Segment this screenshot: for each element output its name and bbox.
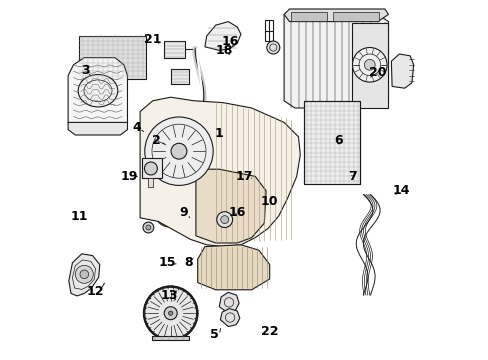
Bar <box>142 158 162 178</box>
Polygon shape <box>284 9 387 22</box>
Polygon shape <box>390 54 413 88</box>
Text: 10: 10 <box>261 195 278 208</box>
Circle shape <box>266 41 279 54</box>
Polygon shape <box>219 292 239 312</box>
Circle shape <box>144 117 213 185</box>
Bar <box>170 69 188 84</box>
Circle shape <box>168 311 172 315</box>
Text: 2: 2 <box>152 134 161 147</box>
Bar <box>332 12 379 21</box>
Text: 18: 18 <box>216 44 233 57</box>
Text: 21: 21 <box>143 33 161 46</box>
Bar <box>148 178 153 187</box>
Circle shape <box>220 216 228 224</box>
Polygon shape <box>204 22 241 50</box>
Text: 7: 7 <box>347 170 356 183</box>
Text: 1: 1 <box>215 127 223 140</box>
Text: 9: 9 <box>179 206 187 219</box>
Circle shape <box>250 176 258 184</box>
Text: 15: 15 <box>158 256 176 269</box>
Text: 13: 13 <box>160 289 177 302</box>
Circle shape <box>171 143 186 159</box>
Polygon shape <box>284 14 387 108</box>
Text: 6: 6 <box>333 134 342 147</box>
Polygon shape <box>68 122 127 135</box>
Polygon shape <box>68 58 127 130</box>
Circle shape <box>144 287 196 339</box>
Polygon shape <box>69 254 100 296</box>
Polygon shape <box>140 97 300 247</box>
Bar <box>303 101 359 184</box>
Text: 19: 19 <box>121 170 138 183</box>
Polygon shape <box>220 309 239 327</box>
Polygon shape <box>196 169 265 243</box>
Polygon shape <box>265 151 279 161</box>
Circle shape <box>246 172 262 188</box>
Text: 8: 8 <box>184 256 193 269</box>
Bar <box>79 36 145 79</box>
Text: 3: 3 <box>81 64 89 77</box>
Circle shape <box>164 307 177 320</box>
Circle shape <box>364 59 374 70</box>
Circle shape <box>352 48 386 82</box>
Text: 17: 17 <box>235 170 253 183</box>
Circle shape <box>142 222 153 233</box>
Circle shape <box>144 162 157 175</box>
Polygon shape <box>197 245 269 290</box>
Circle shape <box>145 225 151 230</box>
Bar <box>265 20 273 41</box>
Bar <box>151 336 189 340</box>
Text: 11: 11 <box>70 210 87 222</box>
Text: 20: 20 <box>368 66 386 78</box>
Circle shape <box>75 265 93 283</box>
Text: 16: 16 <box>221 35 238 48</box>
Bar <box>163 41 185 58</box>
Text: 22: 22 <box>261 325 278 338</box>
Ellipse shape <box>78 75 118 107</box>
Text: 16: 16 <box>228 206 245 219</box>
Circle shape <box>216 212 232 228</box>
Text: 12: 12 <box>86 285 103 298</box>
Bar <box>303 101 359 184</box>
Circle shape <box>231 138 243 150</box>
Circle shape <box>80 270 88 279</box>
Circle shape <box>161 205 177 221</box>
Polygon shape <box>352 23 387 108</box>
Circle shape <box>165 210 172 217</box>
Text: 14: 14 <box>391 184 409 197</box>
Circle shape <box>155 199 182 227</box>
Text: 5: 5 <box>209 328 218 341</box>
Bar <box>291 12 326 21</box>
Text: 4: 4 <box>132 121 141 134</box>
